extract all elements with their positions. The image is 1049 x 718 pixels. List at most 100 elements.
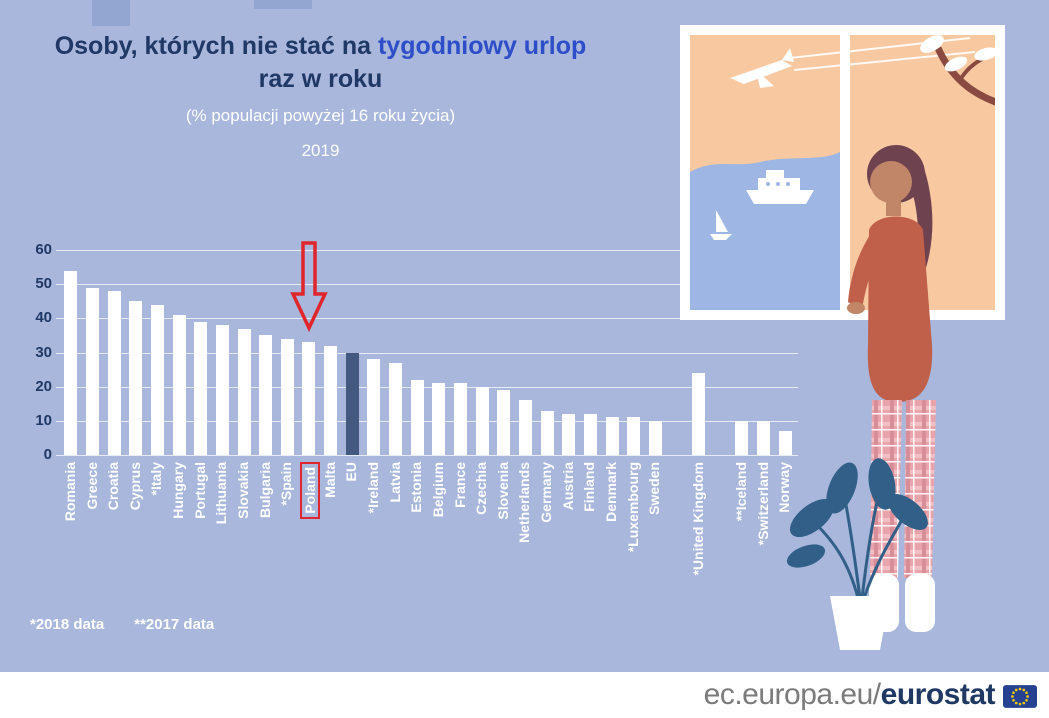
footer-bar: ec.europa.eu/eurostat: [0, 672, 1049, 718]
bar-austria: [562, 414, 576, 455]
y-tick-60: 60: [35, 241, 52, 258]
bar-united-kingdom: [692, 373, 706, 455]
bar-belgium: [432, 383, 446, 455]
gridline-60: [56, 250, 798, 251]
bar-finland: [583, 414, 597, 455]
bar-label-eu: EU: [343, 462, 360, 482]
gridline-0: [56, 455, 798, 456]
bar-hungary: [172, 314, 186, 455]
bar-luxembourg: [627, 417, 641, 455]
infographic-background: Osoby, których nie stać na tygodniowy ur…: [0, 0, 1049, 672]
bar-label-ireland: *Ireland: [364, 462, 381, 514]
monstera-plant: [786, 458, 928, 650]
decorative-rectangle: [92, 0, 130, 26]
bar-portugal: [194, 321, 208, 455]
bar-latvia: [389, 362, 402, 455]
bar-label-romania: Romania: [61, 462, 78, 522]
footer-url-eurostat: eurostat: [880, 678, 996, 711]
red-down-arrow-icon: [289, 239, 329, 334]
bar-cyprus: [129, 301, 143, 455]
bar-label-germany: Germany: [538, 462, 555, 523]
bar-label-hungary: Hungary: [170, 462, 187, 519]
eu-flag-icon: [1003, 685, 1037, 708]
bar-label-czechia: Czechia: [473, 462, 490, 515]
bar-label-poland: Poland: [299, 462, 320, 622]
bar-spain: [280, 338, 294, 455]
bar-label-bulgaria: Bulgaria: [256, 462, 273, 519]
sea-water: [690, 152, 840, 310]
bar-france: [454, 383, 467, 455]
gridline-40: [56, 318, 798, 320]
bar-label-belgium: Belgium: [429, 462, 446, 518]
y-tick-20: 20: [35, 377, 52, 395]
window-illustration: [660, 0, 1049, 672]
bar-iceland: [735, 420, 749, 455]
bar-label-finland: Finland: [581, 462, 598, 512]
bar-label-slovenia: Slovenia: [494, 462, 511, 520]
bar-label-malta: Malta: [321, 462, 338, 498]
bar-norway: [778, 431, 792, 455]
footnote-2017: **2017 data: [134, 616, 215, 633]
bar-label-spain: *Spain: [278, 462, 295, 506]
bar-croatia: [107, 291, 121, 455]
y-axis: 0 10 20 30 40 50 60: [14, 241, 52, 463]
y-tick-50: 50: [35, 275, 52, 293]
chart-title-block: Osoby, których nie stać na tygodniowy ur…: [8, 30, 633, 161]
bar-label-estonia: Estonia: [408, 462, 425, 513]
bar-label-cyprus: Cyprus: [126, 462, 143, 511]
bar-label-luxembourg: *Luxembourg: [624, 462, 641, 553]
chart-title-line1: Osoby, których nie stać na tygodniowy ur…: [8, 30, 633, 63]
title-prefix: Osoby, których nie stać na: [54, 32, 372, 60]
y-tick-40: 40: [35, 309, 52, 327]
y-tick-30: 30: [35, 343, 52, 361]
annotated-label-box: Poland: [299, 462, 320, 519]
bar-romania: [64, 270, 78, 455]
y-tick-0: 0: [43, 446, 52, 463]
bars-container: [60, 250, 796, 455]
bar-eu: [345, 352, 359, 455]
bar-label-netherlands: Netherlands: [516, 462, 533, 543]
bar-czechia: [475, 386, 489, 455]
bar-label-slovakia: Slovakia: [235, 462, 251, 519]
bar-germany: [540, 410, 554, 455]
window: [680, 25, 1005, 320]
y-tick-10: 10: [35, 411, 52, 429]
gridlines: [56, 250, 798, 456]
plot-area: [56, 241, 798, 456]
bar-ireland: [367, 359, 381, 455]
bar-malta: [324, 345, 338, 455]
bar-label-latvia: Latvia: [386, 462, 403, 503]
bar-label-greece: Greece: [83, 462, 100, 510]
decorative-rectangle: [254, 0, 312, 9]
tree-branch: [920, 35, 995, 106]
footnote-2018: *2018 data: [30, 616, 105, 633]
chart-subtitle: (% populacji powyżej 16 roku życia): [185, 106, 456, 125]
footer-url-prefix: ec.europa.eu/: [703, 678, 881, 711]
bar-label-france: France: [451, 462, 468, 508]
bar-label-austria: Austria: [559, 462, 576, 511]
bar-slovenia: [497, 390, 511, 455]
bar-netherlands: [518, 400, 532, 455]
gridline-10: [56, 420, 798, 422]
footnotes: *2018 data **2017 data: [30, 616, 214, 633]
bar-switzerland: [757, 420, 770, 455]
ferry-ship-icon: [746, 170, 814, 204]
bar-label-denmark: Denmark: [603, 462, 619, 522]
bar-estonia: [410, 379, 424, 455]
bar-slovakia: [237, 328, 251, 455]
sailboat-icon: [710, 210, 732, 240]
chart-year: 2019: [301, 141, 340, 160]
gridline-20: [56, 386, 798, 388]
bar-label-croatia: Croatia: [105, 462, 122, 511]
bar-lithuania: [215, 325, 229, 455]
bar-poland: [302, 342, 316, 455]
gridline-50: [56, 284, 798, 286]
bar-sweden: [648, 420, 662, 455]
chart-title-line2: raz w roku: [258, 65, 383, 93]
gridline-30: [56, 352, 798, 354]
bar-label-lithuania: Lithuania: [213, 462, 230, 525]
bar-label-portugal: Portugal: [191, 462, 208, 519]
airplane-icon: [730, 48, 794, 88]
bar-bulgaria: [259, 335, 273, 455]
bar-denmark: [605, 417, 619, 455]
